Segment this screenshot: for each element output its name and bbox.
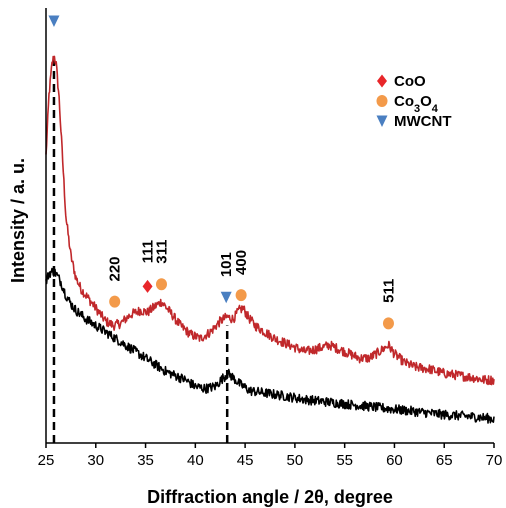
x-tick-label-65: 65 xyxy=(436,452,453,469)
peak-label-311: 311 xyxy=(153,239,170,263)
peak-marker-220 xyxy=(109,295,121,308)
dashed-reference-lines xyxy=(52,60,229,443)
peak-label-220: 220 xyxy=(107,256,124,281)
peak-label-111: 111 xyxy=(140,240,157,263)
peak-label-511: 511 xyxy=(380,279,397,303)
legend-marker-3 xyxy=(376,115,388,127)
x-tick-label-50: 50 xyxy=(287,452,304,469)
peak-marker-511 xyxy=(382,317,394,330)
x-tick-label-40: 40 xyxy=(187,452,204,469)
peak-marker-311 xyxy=(155,278,167,291)
legend-label-2: Co3O4 xyxy=(394,93,439,115)
series-layer xyxy=(45,55,495,424)
x-tick-label-55: 55 xyxy=(336,452,353,469)
x-tick-label-70: 70 xyxy=(486,452,503,469)
series-line-1 xyxy=(45,55,495,386)
x-tick-label-45: 45 xyxy=(237,452,254,469)
peak-marker-400 xyxy=(235,289,247,302)
x-axis-title: Diffraction angle / 2θ, degree xyxy=(147,487,393,507)
peak-marker-101 xyxy=(220,291,232,304)
x-tick-label-25: 25 xyxy=(38,452,55,469)
y-axis-title: Intensity / a. u. xyxy=(8,158,28,283)
peak-label-101: 101 xyxy=(218,252,235,277)
series-line-2 xyxy=(45,267,495,424)
legend-marker-1 xyxy=(377,74,387,88)
peak-marker-111 xyxy=(142,279,153,293)
peak-annotations: 002220111311101400511 xyxy=(48,15,397,330)
peak-label-400: 400 xyxy=(233,250,250,275)
x-tick-label-60: 60 xyxy=(386,452,403,469)
x-tick-label-35: 35 xyxy=(137,452,154,469)
x-tick-label-30: 30 xyxy=(87,452,104,469)
axes: 25 30 35 40 45 50 55 60 65 70 xyxy=(38,8,503,469)
legend-label-1: CoO xyxy=(394,73,426,90)
peak-marker-002 xyxy=(48,15,60,28)
legend-marker-2 xyxy=(376,95,388,107)
legend-label-3: MWCNT xyxy=(394,113,451,130)
